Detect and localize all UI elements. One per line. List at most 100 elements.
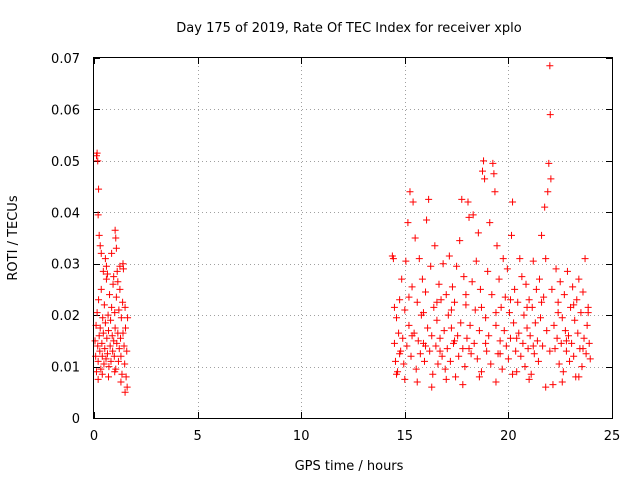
- data-point: [509, 198, 517, 206]
- data-point: [446, 357, 454, 365]
- data-point: [389, 255, 397, 263]
- data-point: [583, 321, 591, 329]
- data-point: [470, 339, 478, 347]
- data-point: [477, 303, 485, 311]
- y-axis-title: ROTI / TECUs: [6, 195, 21, 280]
- data-point: [497, 303, 505, 311]
- data-point: [107, 357, 115, 365]
- data-point: [465, 213, 473, 221]
- data-point: [398, 275, 406, 283]
- data-point: [475, 373, 483, 381]
- data-point: [122, 373, 130, 381]
- y-tick-label: 0.06: [51, 103, 80, 118]
- data-point: [581, 255, 589, 263]
- data-point: [93, 149, 101, 157]
- data-point: [105, 363, 113, 371]
- data-point: [94, 357, 102, 365]
- data-point: [114, 278, 122, 286]
- data-point: [503, 265, 511, 273]
- data-point: [114, 357, 122, 365]
- data-point: [409, 198, 417, 206]
- data-point: [390, 339, 398, 347]
- data-point: [405, 321, 413, 329]
- data-point: [452, 373, 460, 381]
- data-point: [413, 298, 421, 306]
- data-point: [117, 378, 125, 386]
- data-point: [573, 296, 581, 304]
- data-point: [420, 357, 428, 365]
- data-point: [542, 255, 550, 263]
- data-point: [393, 314, 401, 322]
- data-point: [527, 370, 535, 378]
- data-point: [580, 334, 588, 342]
- data-point: [97, 365, 105, 373]
- data-point: [415, 255, 423, 263]
- data-point: [426, 347, 434, 355]
- data-point: [540, 293, 548, 301]
- data-point: [566, 357, 574, 365]
- data-point: [558, 378, 566, 386]
- data-point: [465, 345, 473, 353]
- data-point: [430, 303, 438, 311]
- data-point: [112, 293, 120, 301]
- data-point: [477, 368, 485, 376]
- data-point: [427, 262, 435, 270]
- y-tick-labels: 0 0.01 0.02 0.03 0.04 0.05 0.06 0.07: [51, 52, 80, 427]
- data-point: [544, 188, 552, 196]
- data-point: [109, 280, 117, 288]
- data-point: [512, 347, 520, 355]
- data-point: [496, 350, 504, 358]
- x-tick-label: 0: [90, 429, 98, 444]
- data-point: [569, 283, 577, 291]
- data-point: [485, 332, 493, 340]
- data-point: [454, 332, 462, 340]
- data-point: [577, 309, 585, 317]
- data-point: [107, 316, 115, 324]
- data-point: [492, 321, 500, 329]
- data-point: [91, 337, 99, 345]
- data-point: [584, 309, 592, 317]
- data-point: [419, 309, 427, 317]
- x-axis-title: GPS time / hours: [295, 459, 404, 474]
- data-point: [562, 347, 570, 355]
- data-point: [513, 334, 521, 342]
- data-point: [549, 381, 557, 389]
- data-point: [436, 334, 444, 342]
- data-point: [442, 291, 450, 299]
- data-point: [555, 360, 563, 368]
- data-point: [510, 319, 518, 327]
- data-point: [471, 306, 479, 314]
- data-point: [523, 303, 531, 311]
- x-tick-label: 10: [293, 429, 310, 444]
- data-point: [498, 365, 506, 373]
- x-tick-label: 20: [500, 429, 517, 444]
- data-point: [390, 303, 398, 311]
- data-point: [105, 327, 113, 335]
- data-point: [483, 347, 491, 355]
- data-point: [520, 311, 528, 319]
- data-point: [402, 257, 410, 265]
- data-point: [504, 355, 512, 363]
- data-point: [500, 327, 508, 335]
- data-point: [439, 260, 447, 268]
- data-point: [407, 352, 415, 360]
- data-point: [459, 345, 467, 353]
- data-point: [505, 309, 513, 317]
- data-point: [535, 275, 543, 283]
- data-point: [106, 342, 114, 350]
- data-point: [428, 332, 436, 340]
- data-point: [578, 363, 586, 371]
- data-point: [418, 275, 426, 283]
- data-point: [462, 291, 470, 299]
- data-point: [495, 275, 503, 283]
- data-point: [480, 157, 488, 165]
- data-point: [525, 296, 533, 304]
- data-point: [579, 345, 587, 353]
- data-point: [539, 342, 547, 350]
- data-point: [102, 262, 110, 270]
- data-point: [456, 237, 464, 245]
- data-point: [547, 175, 555, 183]
- data-point: [551, 345, 559, 353]
- data-point: [437, 296, 445, 304]
